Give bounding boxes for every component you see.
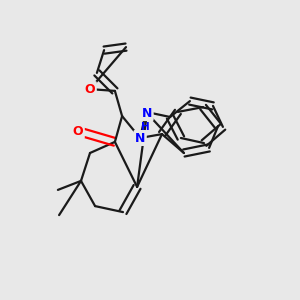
Text: N: N xyxy=(135,131,145,145)
Text: O: O xyxy=(73,124,83,138)
Text: O: O xyxy=(85,82,95,96)
Text: N: N xyxy=(142,106,152,120)
Text: H: H xyxy=(141,122,150,133)
